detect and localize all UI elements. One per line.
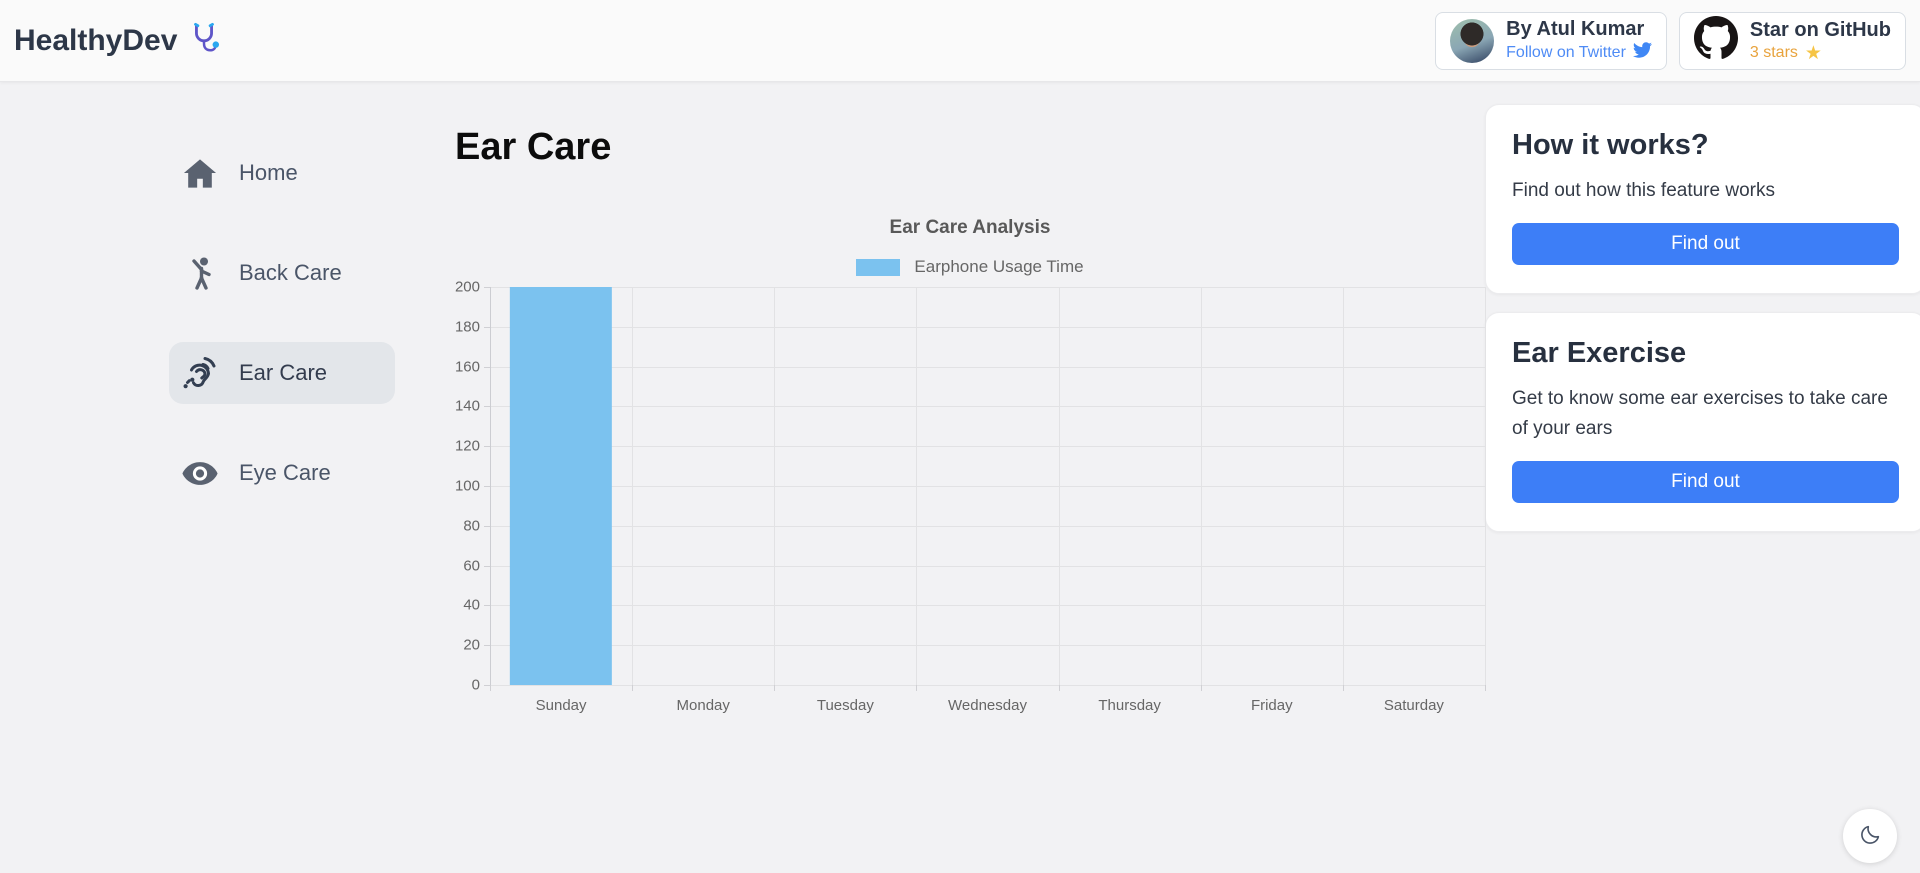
github-icon: [1693, 16, 1738, 65]
stars-label: 3 stars: [1749, 43, 1798, 61]
y-axis-label: 80: [463, 517, 480, 535]
ear-care-icon: [181, 355, 219, 391]
y-axis-label: 20: [463, 636, 480, 654]
sidebar-item-label: Back Care: [239, 260, 342, 285]
y-axis-label: 120: [454, 437, 480, 455]
back-care-icon: [181, 255, 219, 291]
y-axis-label: 0: [471, 676, 480, 694]
github-card-label: Star on GitHub: [1749, 18, 1891, 41]
x-axis-label: Sunday: [535, 697, 587, 714]
content: Home Back Care: [0, 82, 1920, 873]
card-body: Get to know some ear exercises to take c…: [1512, 388, 1888, 439]
x-axis-labels: Sunday Monday Tuesday Wednesday Thursday Frid…: [490, 691, 1485, 717]
chart-legend[interactable]: Earphone Usage Time: [455, 257, 1485, 277]
sidebar-item-label: Eye Care: [239, 460, 331, 485]
y-axis-label: 60: [463, 557, 480, 575]
avatar: [1450, 18, 1495, 63]
sidebar-item-label: Home: [239, 160, 298, 185]
x-axis-label: Saturday: [1383, 697, 1444, 714]
find-out-button[interactable]: Find out: [1512, 461, 1899, 504]
logo: HealthyDev: [14, 21, 221, 60]
find-out-button[interactable]: Find out: [1512, 223, 1899, 266]
sidebar-item-back-care[interactable]: Back Care: [169, 242, 395, 304]
header-cards: By Atul Kumar Follow on Twitter S: [1435, 11, 1906, 70]
chart-title: Ear Care Analysis: [889, 217, 1051, 238]
x-axis-label: Wednesday: [948, 697, 1027, 714]
bar-sunday[interactable]: [509, 287, 613, 685]
legend-swatch: [856, 258, 901, 276]
right-panel: How it works? Find out how this feature …: [1485, 104, 1920, 873]
card-body: Find out how this feature works: [1512, 180, 1775, 201]
twitter-link[interactable]: Follow on Twitter: [1506, 41, 1652, 65]
y-axis-label: 100: [454, 477, 480, 495]
header: HealthyDev By Atul Kumar Follow on Twitt…: [0, 0, 1920, 82]
twitter-link-label: Follow on Twitter: [1506, 43, 1626, 61]
x-axis-label: Friday: [1250, 697, 1293, 714]
sidebar-item-home[interactable]: Home: [169, 142, 395, 204]
moon-icon: [1859, 823, 1882, 849]
x-axis-label: Monday: [676, 697, 730, 714]
chart-plot: [484, 287, 1486, 691]
y-axis-label: 140: [454, 397, 480, 415]
chart: Ear Care Analysis Earphone Usage Time 0 2…: [454, 217, 1486, 717]
y-axis-label: 40: [463, 596, 480, 614]
x-axis-label: Thursday: [1098, 697, 1161, 714]
logo-text: HealthyDev: [14, 23, 178, 57]
ear-exercise-card: Ear Exercise Get to know some ear exerci…: [1485, 312, 1920, 533]
stars-count: 3 stars ★: [1750, 43, 1891, 64]
author-name: By Atul Kumar: [1506, 17, 1645, 40]
sidebar-item-eye-care[interactable]: Eye Care: [169, 442, 395, 504]
eye-care-icon: [181, 460, 219, 487]
y-axis-label: 160: [454, 358, 480, 376]
main: Ear Care Ear Care Analysis Earphone Usag…: [420, 104, 1486, 873]
legend-label: Earphone Usage Time: [914, 257, 1084, 276]
sidebar-item-label: Ear Care: [239, 360, 328, 385]
page-title: Ear Care: [455, 126, 612, 168]
y-axis-label: 180: [454, 318, 480, 336]
github-card[interactable]: Star on GitHub 3 stars ★: [1678, 11, 1906, 70]
twitter-icon: [1632, 41, 1652, 65]
card-title: Ear Exercise: [1512, 337, 1687, 370]
x-axis-label: Tuesday: [816, 697, 874, 714]
sidebar-item-ear-care[interactable]: Ear Care: [169, 342, 395, 404]
how-it-works-card: How it works? Find out how this feature …: [1485, 104, 1920, 295]
dark-mode-toggle[interactable]: [1843, 809, 1897, 863]
y-axis-label: 200: [454, 278, 480, 296]
home-icon: [181, 158, 219, 189]
author-card[interactable]: By Atul Kumar Follow on Twitter: [1435, 11, 1667, 70]
sidebar: Home Back Care: [0, 104, 420, 873]
card-title: How it works?: [1512, 129, 1709, 161]
stethoscope-icon: [187, 21, 221, 60]
y-axis-labels: 0 20 40 60 80 100 120 140 160 180 200: [454, 280, 490, 693]
star-icon: ★: [1804, 42, 1822, 64]
